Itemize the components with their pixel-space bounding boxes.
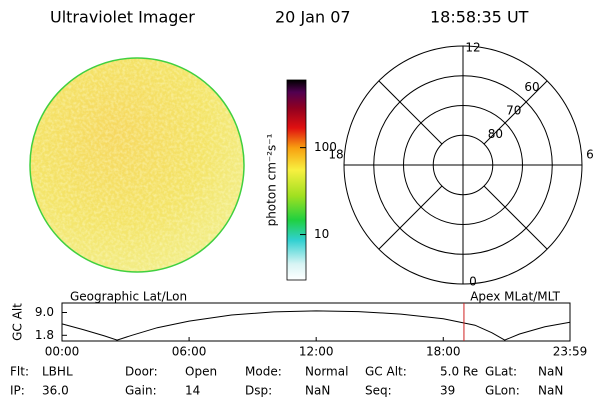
- mlt-label: 6: [586, 148, 594, 162]
- strip-frame: [61, 302, 571, 342]
- mlt-label: 0: [469, 275, 477, 289]
- colorbar-tick-label: 10: [314, 227, 329, 241]
- info-value: 36.0: [42, 384, 69, 398]
- info-value: 39: [440, 384, 455, 398]
- mlat-label: 80: [488, 127, 503, 141]
- info-label: Flt:: [10, 365, 29, 379]
- x-tick-label: 00:00: [45, 345, 80, 359]
- mlt-label: 12: [465, 41, 480, 55]
- info-value: Normal: [305, 365, 348, 379]
- mlt-label: 18: [328, 148, 343, 162]
- date: 20 Jan 07: [275, 8, 351, 27]
- x-tick-label: 12:00: [299, 345, 334, 359]
- mlat-label: 60: [524, 80, 539, 94]
- info-label: Mode:: [245, 365, 282, 379]
- info-label: GC Alt:: [365, 365, 407, 379]
- x-tick-label: 06:00: [172, 345, 207, 359]
- strip-ylabel: GC Alt: [11, 303, 25, 341]
- info-label: Seq:: [365, 384, 392, 398]
- info-label: Gain:: [125, 384, 157, 398]
- colorbar: [286, 79, 307, 281]
- colorbar-label: photon cm⁻²s⁻¹: [265, 133, 279, 226]
- y-tick-label: 9.0: [35, 305, 54, 319]
- info-value: NaN: [305, 384, 330, 398]
- polar-diagonal: [483, 185, 548, 250]
- strip-left-label: Geographic Lat/Lon: [70, 290, 187, 304]
- mlat-label: 70: [506, 103, 521, 117]
- polar-diagonal: [378, 80, 443, 145]
- info-label: Door:: [125, 365, 158, 379]
- polar-diagonal: [483, 80, 548, 145]
- info-value: 5.0 Re: [440, 365, 478, 379]
- colorbar-tick-label: 100: [314, 140, 337, 154]
- gc-alt-line: [61, 310, 571, 341]
- image-disk: [29, 57, 245, 273]
- y-tick-label: 1.8: [35, 328, 54, 342]
- polar-grid: [343, 45, 583, 285]
- polar-diagonal: [378, 185, 443, 250]
- time: 18:58:35 UT: [430, 8, 529, 27]
- info-value: NaN: [538, 384, 563, 398]
- title: Ultraviolet Imager: [50, 8, 195, 27]
- info-label: Dsp:: [245, 384, 272, 398]
- info-value: LBHL: [42, 365, 73, 379]
- strip-right-label: Apex MLat/MLT: [470, 290, 560, 304]
- info-value: Open: [185, 365, 217, 379]
- x-tick-label: 18:00: [426, 345, 461, 359]
- info-label: GLon:: [485, 384, 520, 398]
- info-label: IP:: [10, 384, 25, 398]
- info-value: 14: [185, 384, 200, 398]
- x-tick-label: 23:59: [553, 345, 588, 359]
- info-value: NaN: [538, 365, 563, 379]
- info-label: GLat:: [485, 365, 517, 379]
